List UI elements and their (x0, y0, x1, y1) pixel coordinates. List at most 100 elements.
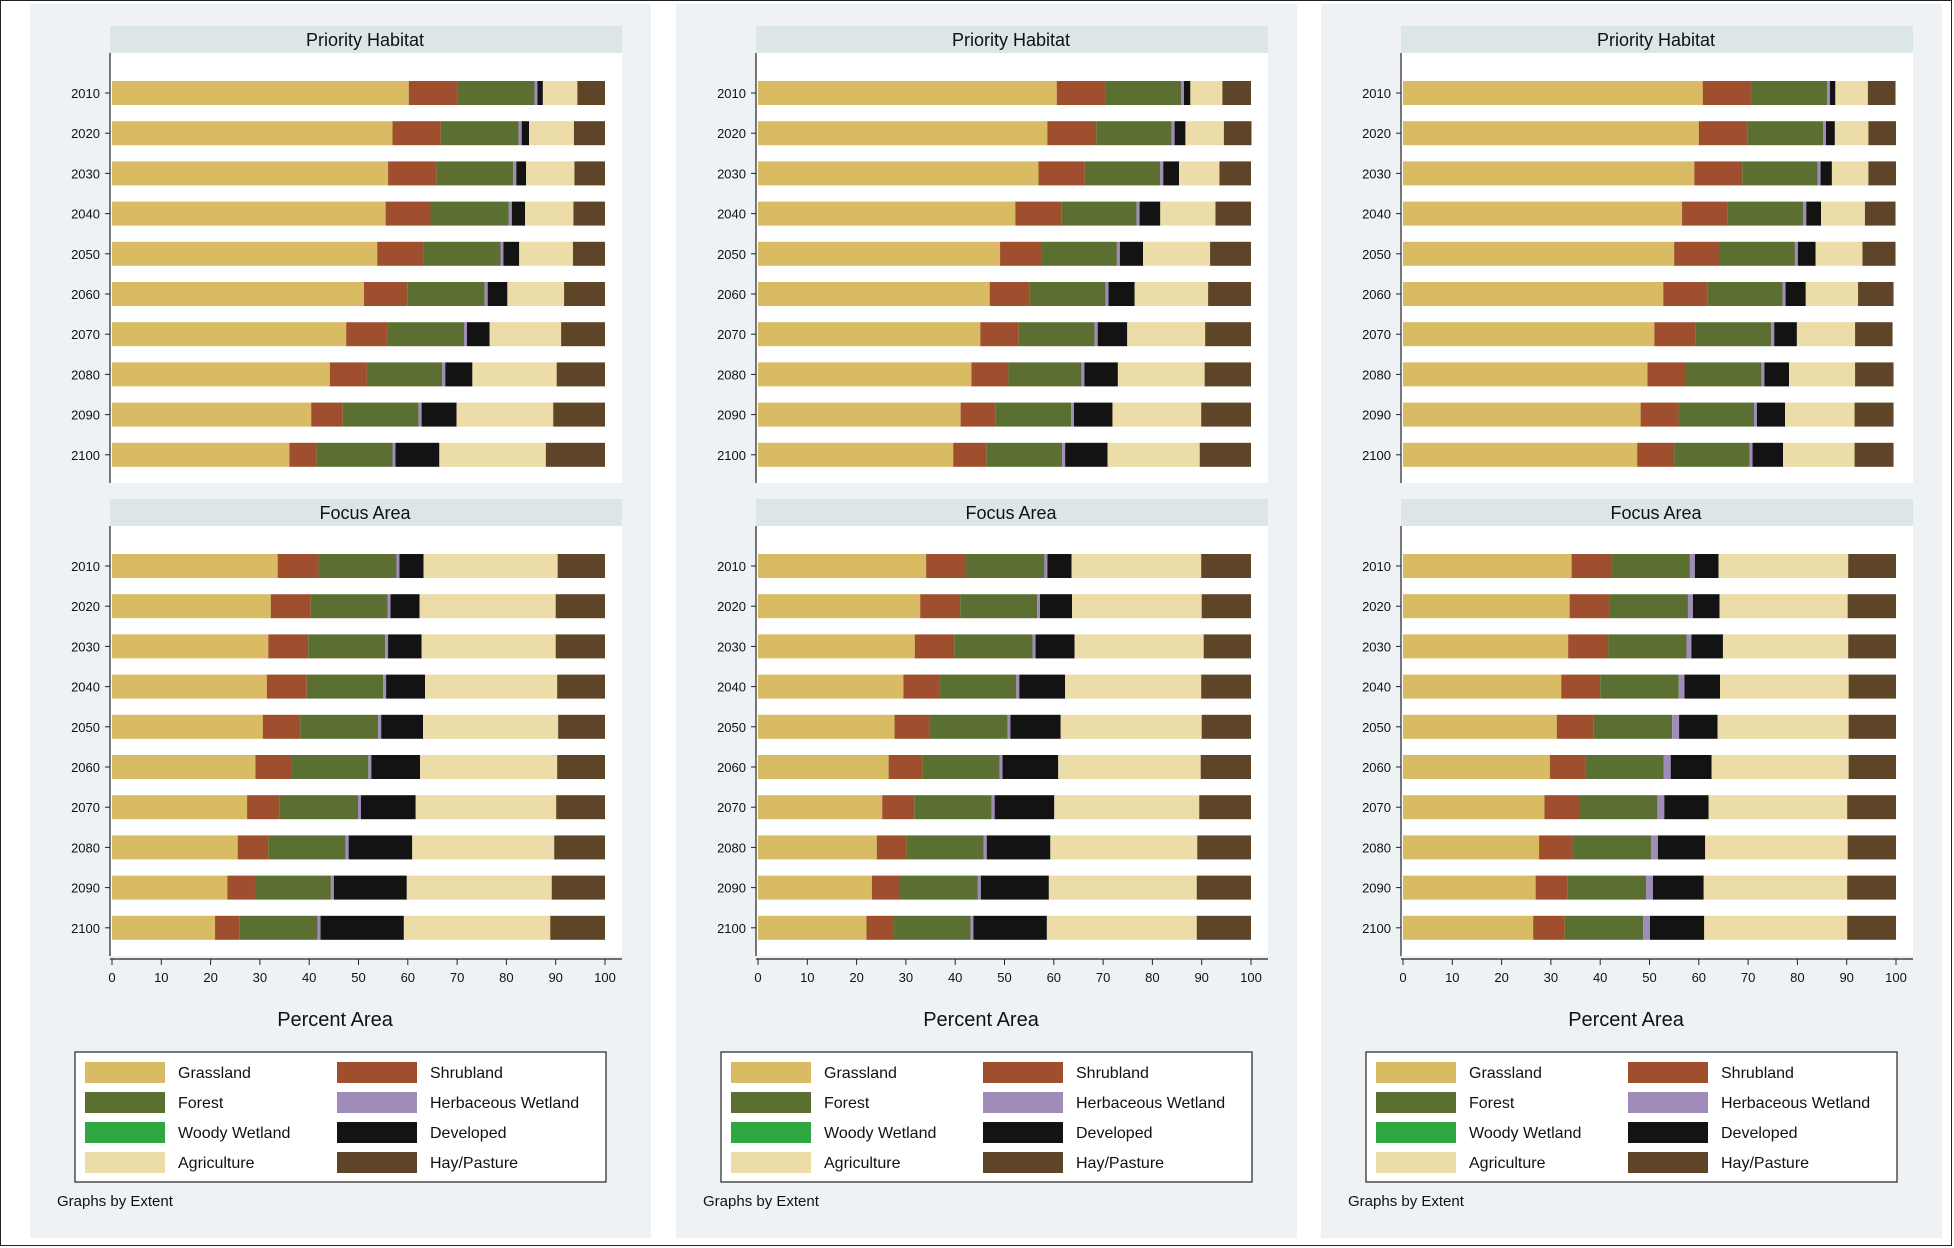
bar-segment-forest (1579, 795, 1658, 820)
bar-segment-agriculture (1708, 795, 1848, 820)
bar-segment-developed (1774, 322, 1797, 347)
x-tick-label: 0 (108, 970, 115, 985)
bar-segment-herbaceous-wetland (1823, 121, 1826, 146)
bar-segment-herbaceous-wetland (396, 554, 400, 578)
bar-segment-herbaceous-wetland (1817, 161, 1821, 186)
bar-segment-hay-pasture (557, 755, 605, 779)
bar-segment-grassland (758, 201, 1016, 226)
bar-segment-hay-pasture (557, 674, 605, 699)
bar-segment-agriculture (1060, 714, 1202, 739)
legend-label: Hay/Pasture (1721, 1155, 1809, 1172)
chart-panel-3: Priority Habitat 2010 2020 2030 2040 2050 2060… (1321, 4, 1942, 1238)
x-tick-label: 70 (1741, 970, 1755, 985)
bar-segment-hay-pasture (1847, 594, 1896, 619)
legend-swatch (1628, 1152, 1708, 1173)
legend-label: Herbaceous Wetland (430, 1095, 579, 1112)
bar-segment-grassland (758, 835, 877, 860)
bar-segment-developed (994, 795, 1055, 820)
bar-segment-agriculture (1805, 282, 1859, 306)
bar-segment-shrubland (1000, 241, 1042, 266)
bar-segment-hay-pasture (1201, 554, 1251, 578)
bar-segment-grassland (112, 674, 267, 699)
bar-segment-forest (894, 915, 971, 940)
bar-segment-developed (1002, 755, 1059, 779)
bar-segment-hay-pasture (572, 241, 605, 266)
bar-segment-developed (421, 402, 457, 427)
facet-focus-area: Focus Area201020202030204020502060207020… (717, 499, 1268, 1031)
bar-segment-herbaceous-wetland (1771, 322, 1775, 347)
legend-swatch (337, 1152, 417, 1173)
bar-segment-herbaceous-wetland (1782, 282, 1786, 306)
bar-segment-forest (318, 554, 397, 578)
bar-segment-herbaceous-wetland (1761, 362, 1765, 387)
bar-segment-shrubland (1637, 442, 1675, 467)
bar-segment-herbaceous-wetland (383, 674, 387, 699)
x-axis-title: Percent Area (277, 1009, 394, 1031)
bar-segment-developed (1652, 875, 1704, 900)
bar-segment-grassland (112, 795, 248, 820)
facet-title: Priority Habitat (952, 30, 1070, 50)
bar-segment-forest (1742, 161, 1818, 186)
bar-segment-developed (1039, 594, 1073, 619)
bar-segment-grassland (758, 795, 883, 820)
bar-segment-hay-pasture (1854, 402, 1894, 427)
legend-swatch (983, 1062, 1063, 1083)
y-tick-label: 2090 (1362, 408, 1391, 423)
bar-segment-hay-pasture (573, 121, 605, 146)
bar-segment-shrubland (971, 362, 1009, 387)
bar-segment-forest (1674, 442, 1750, 467)
bar-segment-herbaceous-wetland (1689, 554, 1695, 578)
bar-segment-hay-pasture (1862, 241, 1896, 266)
bar-segment-developed (390, 594, 420, 619)
bar-segment-forest (1685, 362, 1762, 387)
legend-swatch (85, 1092, 165, 1113)
bar-segment-grassland (1403, 121, 1699, 146)
bar-segment-forest (1609, 594, 1688, 619)
bar-segment-herbaceous-wetland (1094, 322, 1098, 347)
bar-segment-shrubland (247, 795, 280, 820)
y-tick-label: 2010 (71, 559, 100, 574)
bar-segment-developed (1825, 121, 1835, 146)
bar-segment-developed (503, 241, 520, 266)
bar-segment-hay-pasture (1847, 915, 1896, 940)
legend-swatch (1628, 1122, 1708, 1143)
bar-segment-herbaceous-wetland (1657, 795, 1665, 820)
facet-strip: Priority Habitat (1401, 26, 1913, 53)
bar-segment-forest (1695, 322, 1772, 347)
bar-segment-forest (387, 322, 465, 347)
bar-segment-hay-pasture (1196, 915, 1251, 940)
bar-segment-agriculture (1719, 594, 1848, 619)
bar-segment-grassland (112, 915, 216, 940)
bar-segment-hay-pasture (1848, 755, 1896, 779)
bar-segment-hay-pasture (550, 915, 605, 940)
bar-segment-agriculture (1796, 322, 1856, 347)
bar-segment-forest (1678, 402, 1755, 427)
bar-segment-shrubland (215, 915, 240, 940)
bar-segment-herbaceous-wetland (464, 322, 467, 347)
y-tick-label: 2030 (1362, 166, 1391, 181)
bar-segment-shrubland (1038, 161, 1085, 186)
bar-segment-shrubland (268, 634, 309, 659)
bar-segment-agriculture (1711, 755, 1849, 779)
bar-segment-hay-pasture (1201, 402, 1251, 427)
bar-segment-grassland (758, 634, 915, 659)
bar-segment-forest (906, 835, 984, 860)
x-tick-label: 10 (1445, 970, 1459, 985)
bar-segment-agriculture (1072, 594, 1202, 619)
legend-label: Developed (1076, 1125, 1153, 1142)
bar-segment-shrubland (920, 594, 961, 619)
bar-segment-herbaceous-wetland (1646, 875, 1653, 900)
y-tick-label: 2040 (717, 680, 746, 695)
y-tick-label: 2040 (1362, 207, 1391, 222)
x-tick-label: 30 (1544, 970, 1558, 985)
bar-segment-shrubland (408, 81, 458, 105)
bar-segment-forest (899, 875, 978, 900)
bar-segment-grassland (1403, 875, 1536, 900)
y-tick-label: 2100 (71, 921, 100, 936)
bar-segment-forest (954, 634, 1033, 659)
legend-label: Shrubland (430, 1065, 503, 1082)
bar-segment-hay-pasture (555, 634, 605, 659)
y-tick-label: 2080 (71, 367, 100, 382)
facet-strip: Focus Area (756, 499, 1268, 526)
legend-label: Shrubland (1721, 1065, 1794, 1082)
